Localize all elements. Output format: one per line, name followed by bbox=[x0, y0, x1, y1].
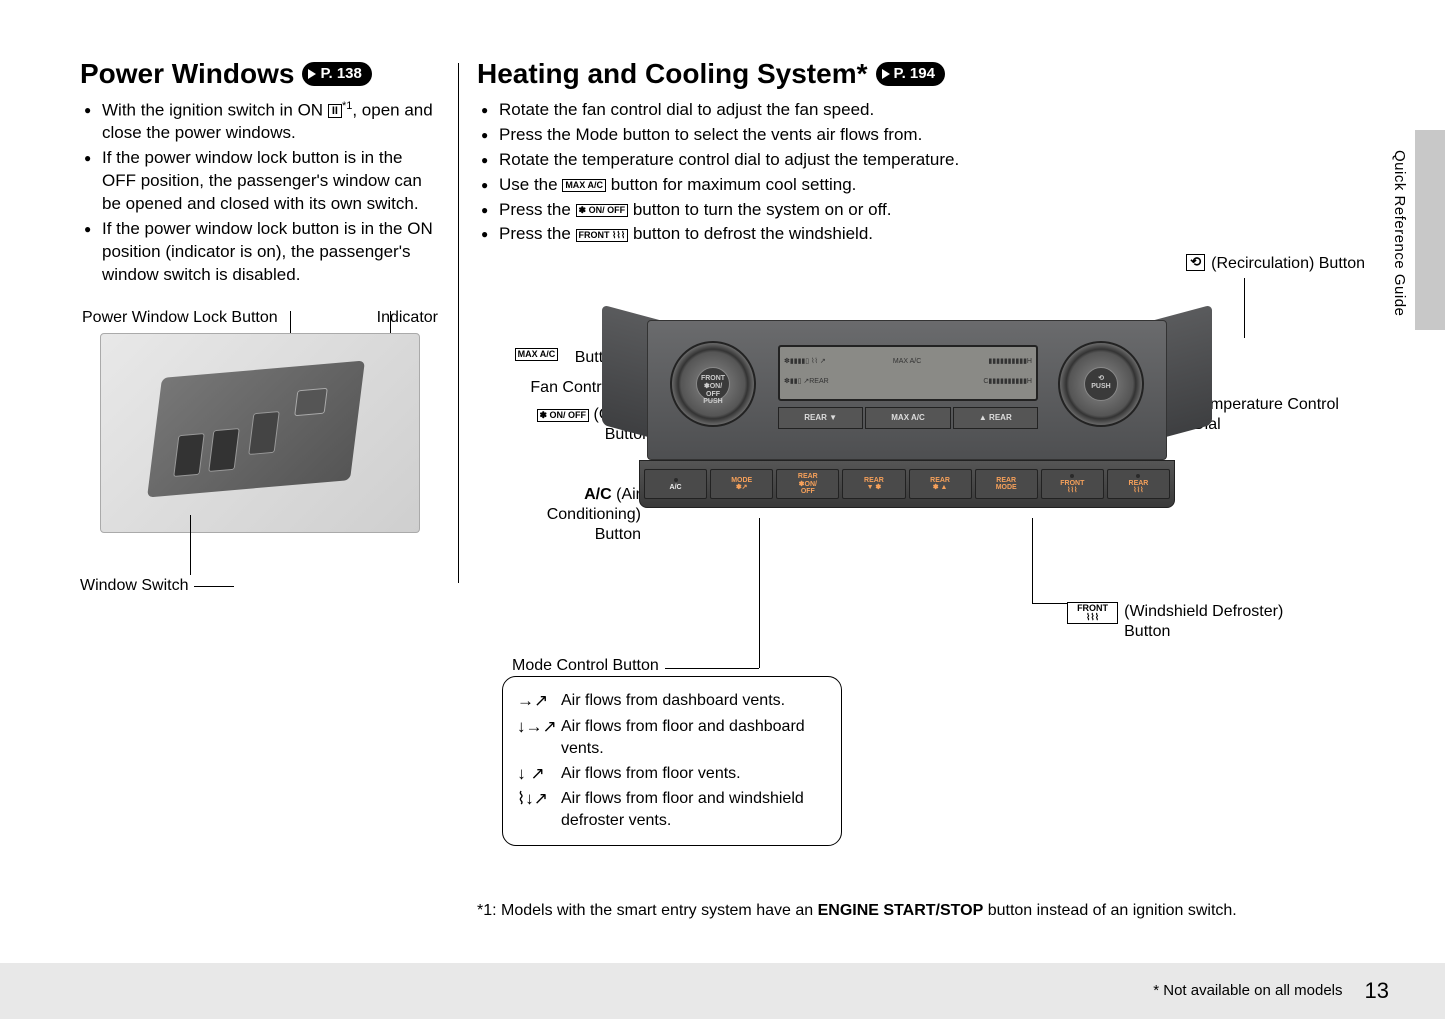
defrost-icon: FRONT ⌇⌇⌇ bbox=[1067, 602, 1118, 624]
bullet-item: Rotate the temperature control dial to a… bbox=[481, 149, 1385, 172]
max-ac-icon: MAX A/C bbox=[515, 348, 559, 361]
power-windows-bullets: With the ignition switch in ON II*1, ope… bbox=[80, 99, 440, 287]
bullet-item: Use the MAX A/C button for maximum cool … bbox=[481, 174, 1385, 197]
hvac-diagram: ⟲ (Recirculation) Button MAX A/C Button … bbox=[477, 260, 1385, 670]
mode-icon: ↓ ↗ bbox=[517, 763, 545, 786]
on-off-icon: ✽ ON/ OFF bbox=[537, 409, 590, 422]
page-number: 13 bbox=[1365, 976, 1389, 1006]
bullet-item: Rotate the fan control dial to adjust th… bbox=[481, 99, 1385, 122]
hvac-section: Heating and Cooling System* P. 194 Rotat… bbox=[477, 55, 1385, 922]
rear-defrost-button: REAR ⌇⌇⌇ bbox=[1107, 469, 1170, 499]
footnote: *1: Models with the smart entry system h… bbox=[477, 900, 1385, 922]
rear-up-button: REAR ✽ ▲ bbox=[909, 469, 972, 499]
window-switch-photo bbox=[100, 333, 420, 533]
page-ref-badge: P. 194 bbox=[876, 62, 945, 86]
front-defrost-box: FRONT ⌇⌇⌇ bbox=[576, 229, 629, 242]
temperature-dial: ⟲ PUSH bbox=[1058, 341, 1144, 427]
front-defrost-button: FRONT ⌇⌇⌇ bbox=[1041, 469, 1104, 499]
footer-bar: * Not available on all models 13 bbox=[0, 963, 1445, 1019]
power-windows-heading: Power Windows P. 138 bbox=[80, 55, 440, 93]
bullet-item: With the ignition switch in ON II*1, ope… bbox=[84, 99, 440, 146]
power-window-diagram: Power Window Lock Button Indicator Windo… bbox=[80, 307, 440, 597]
rear-mode-button: REAR MODE bbox=[975, 469, 1038, 499]
window-switch-label: Window Switch bbox=[80, 575, 234, 597]
power-windows-section: Power Windows P. 138 With the ignition s… bbox=[80, 55, 440, 922]
ignition-ii-box: II bbox=[328, 104, 342, 118]
mode-icon: ↓→↗ bbox=[517, 716, 545, 739]
hvac-bullets: Rotate the fan control dial to adjust th… bbox=[477, 99, 1385, 247]
hvac-panel-illustration: FRONT ✽ON/ OFF PUSH ⟲ PUSH ✽▮▮▮▮▯ ⌇⌇ ↗MA… bbox=[647, 320, 1167, 520]
pw-lock-label: Power Window Lock Button bbox=[82, 307, 278, 329]
max-ac-box: MAX A/C bbox=[562, 179, 606, 192]
recirc-callout: ⟲ (Recirculation) Button bbox=[1186, 254, 1365, 274]
hvac-button-row: A/C MODE ✽↗ REAR ✽ON/ OFF REAR ▼ ✽ REAR … bbox=[639, 460, 1175, 508]
mode-control-box: →↗Air flows from dashboard vents. ↓→↗Air… bbox=[502, 676, 842, 845]
footer-note: * Not available on all models bbox=[1153, 981, 1342, 1001]
rear-onoff-button: REAR ✽ON/ OFF bbox=[776, 469, 839, 499]
fan-control-dial: FRONT ✽ON/ OFF PUSH bbox=[670, 341, 756, 427]
rear-down-button: REAR ▼ ✽ bbox=[842, 469, 905, 499]
indicator-label: Indicator bbox=[377, 307, 438, 329]
mode-control-label: Mode Control Button bbox=[512, 655, 659, 677]
hvac-heading: Heating and Cooling System* P. 194 bbox=[477, 55, 1385, 93]
mode-icon: →↗ bbox=[517, 690, 545, 713]
ac-button: A/C bbox=[644, 469, 707, 499]
mode-button: MODE ✽↗ bbox=[710, 469, 773, 499]
side-tab-label: Quick Reference Guide bbox=[1389, 150, 1409, 316]
bullet-item: Press the Mode button to select the vent… bbox=[481, 124, 1385, 147]
recirc-icon: ⟲ bbox=[1186, 254, 1205, 270]
bullet-item: Press the ✽ ON/ OFF button to turn the s… bbox=[481, 199, 1385, 222]
column-divider bbox=[458, 63, 459, 583]
on-off-box: ✽ ON/ OFF bbox=[576, 204, 629, 217]
bullet-item: If the power window lock button is in th… bbox=[84, 218, 440, 287]
bullet-item: Press the FRONT ⌇⌇⌇ button to defrost th… bbox=[481, 223, 1385, 246]
bullet-item: If the power window lock button is in th… bbox=[84, 147, 440, 216]
hvac-mid-buttons: REAR ▼ MAX A/C ▲ REAR bbox=[778, 407, 1038, 429]
mode-icon: ⌇↓↗ bbox=[517, 788, 545, 811]
hvac-display: ✽▮▮▮▮▯ ⌇⌇ ↗MAX A/C ▮▮▮▮▮▮▮▮▮▮H ✽▮▮▯ ↗REA… bbox=[778, 345, 1038, 401]
side-tab bbox=[1415, 130, 1445, 330]
page-ref-badge: P. 138 bbox=[302, 62, 371, 86]
defrost-callout: FRONT ⌇⌇⌇ (Windshield Defroster) Button bbox=[1067, 602, 1327, 642]
